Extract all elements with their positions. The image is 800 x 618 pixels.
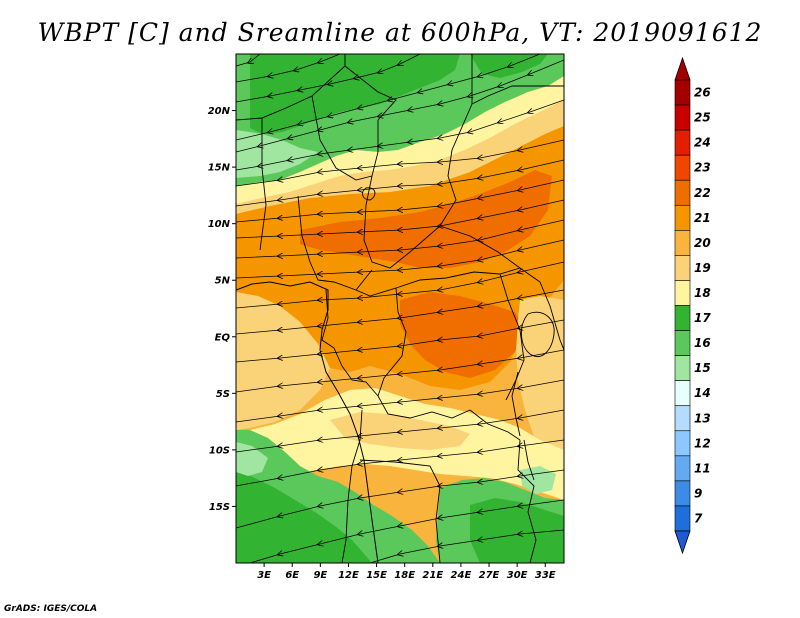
- latitude-axis: 20N 15N 10N 5N EQ 5S 10S 15S: [208, 106, 236, 513]
- colorbar-swatch: [674, 355, 691, 381]
- colorbar-label: 7: [694, 511, 703, 525]
- colorbar-label: 19: [694, 261, 711, 275]
- colorbar-swatch: [674, 79, 691, 106]
- lon-tick-label: 24E: [451, 570, 472, 581]
- colorbar-swatch: [674, 255, 691, 281]
- colorbar-swatch: [674, 179, 691, 206]
- colorbar-label: 15: [694, 361, 711, 375]
- lon-tick-label: 12E: [338, 570, 359, 581]
- colorbar-top-arrow: [674, 56, 691, 81]
- colorbar-label: 12: [694, 436, 711, 450]
- colorbar-swatch: [674, 305, 691, 331]
- colorbar-swatch: [674, 455, 691, 482]
- colorbar-label: 9: [694, 486, 702, 500]
- map-frame: [235, 53, 565, 564]
- lon-tick-label: 21E: [422, 570, 443, 581]
- wbpt-region-southeast-palegreen: [520, 466, 556, 494]
- colorbar-swatch: [674, 430, 691, 457]
- colorbar-label: 26: [694, 86, 711, 100]
- colorbar-legend: 26 25 24 23 22 21 20 19 18 17 16 15 14 13 12 11 9 7: [674, 56, 711, 555]
- lat-tick-label: 5S: [216, 389, 230, 400]
- colorbar-swatch: [674, 280, 691, 306]
- lon-tick-label: 30E: [507, 570, 528, 581]
- colorbar-label: 16: [694, 336, 711, 350]
- colorbar-label: 24: [694, 136, 711, 150]
- colorbar-swatch: [674, 405, 691, 432]
- lat-tick-label: 10S: [209, 445, 230, 456]
- map-panel: [236, 54, 564, 563]
- colorbar-swatch: [674, 380, 691, 407]
- longitude-axis: 3E 6E 9E 12E 15E 18E 21E 24E 27E 30E 33E: [257, 563, 556, 581]
- lon-tick-label: 3E: [257, 570, 271, 581]
- colorbar-label: 11: [694, 461, 711, 475]
- colorbar-swatch: [674, 104, 691, 131]
- colorbar-label: 22: [694, 186, 711, 200]
- colorbar-label: 20: [694, 236, 711, 250]
- lat-tick-label: EQ: [215, 332, 231, 343]
- grads-credit: GrADS: IGES/COLA: [4, 604, 98, 614]
- lon-tick-label: 27E: [479, 570, 500, 581]
- colorbar-label: 17: [694, 311, 711, 325]
- map-title: WBPT [C] and Sreamline at 600hPa, VT: 20…: [37, 18, 763, 47]
- wbpt-region-east-lakes: [516, 296, 564, 470]
- lat-tick-label: 15N: [208, 163, 231, 174]
- colorbar-bottom-arrow: [674, 530, 691, 555]
- lat-tick-label: 10N: [208, 219, 231, 230]
- lon-tick-label: 9E: [313, 570, 327, 581]
- colorbar-swatch: [674, 480, 691, 507]
- lon-tick-label: 15E: [366, 570, 387, 581]
- colorbar-label: 14: [694, 386, 711, 400]
- lat-tick-label: 5N: [215, 276, 231, 287]
- colorbar-label: 23: [694, 161, 711, 175]
- lon-tick-label: 33E: [535, 570, 556, 581]
- colorbar-label: 18: [694, 286, 711, 300]
- wbpt-region-southwest-palegreen: [236, 442, 268, 476]
- colorbar-label: 25: [694, 111, 711, 125]
- colorbar-label: 13: [694, 411, 711, 425]
- lat-tick-label: 20N: [208, 106, 231, 117]
- colorbar-swatch: [674, 505, 691, 532]
- colorbar-swatch: [674, 230, 691, 256]
- colorbar-label: 21: [694, 211, 711, 225]
- colorbar-swatch: [674, 129, 691, 156]
- lon-tick-label: 18E: [394, 570, 415, 581]
- colorbar-swatch: [674, 154, 691, 181]
- colorbar-swatch: [674, 330, 691, 356]
- streamlines: [236, 54, 564, 563]
- colorbar-swatch: [674, 204, 691, 231]
- lon-tick-label: 6E: [285, 570, 299, 581]
- lat-tick-label: 15S: [209, 502, 230, 513]
